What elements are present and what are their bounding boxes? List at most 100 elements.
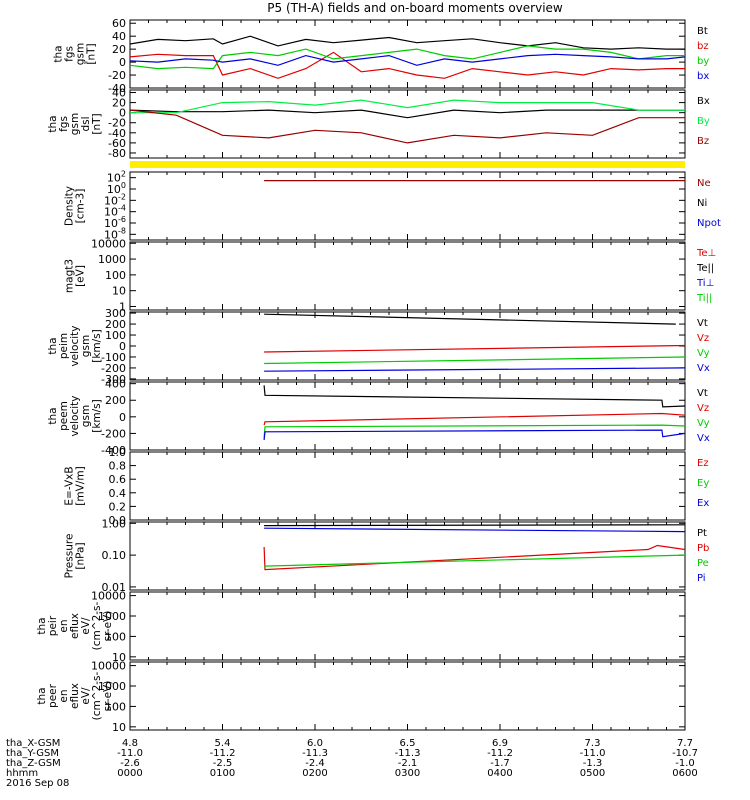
- ylabel-line: magt3: [64, 259, 76, 293]
- xaxis-value: -11.3: [395, 748, 421, 759]
- series-line-Vx: [264, 367, 685, 372]
- ytick-label: -200: [101, 362, 126, 375]
- ytick-label: 40: [112, 87, 126, 100]
- xaxis-value: 7.3: [585, 738, 601, 749]
- ylabel-line: (cm^2-s-: [91, 601, 103, 650]
- ytick-label: 100: [105, 269, 126, 282]
- ytick-label: -60: [108, 137, 126, 150]
- series-line-Pe: [264, 554, 685, 567]
- legend-Te⊥: Te⊥: [696, 248, 716, 259]
- xaxis-value: -11.0: [580, 748, 606, 759]
- xaxis-row-label: tha_X-GSM: [6, 738, 60, 749]
- panel-frame: [129, 89, 686, 159]
- series-line-Pt: [264, 524, 685, 527]
- ytick-label: 40: [112, 30, 126, 43]
- xaxis-value: 4.8: [122, 738, 138, 749]
- ytick-label: -40: [108, 82, 126, 95]
- ylabel-line: en: [58, 619, 70, 632]
- ytick-label: -400: [101, 444, 126, 457]
- ylabel-line: (cm^2-s-: [91, 671, 103, 720]
- ytick-label: 0.2: [109, 500, 127, 513]
- panel-6: 1.00.80.60.40.20.0 E=-VxB [mV/m] Ez Ey Ex: [64, 446, 710, 527]
- ylabel-line: peir: [47, 615, 59, 636]
- panel-5: 400 200 0 -200 -400 tha peem velocity gsm [km/s] V…: [47, 378, 710, 457]
- series-line-Vz: [264, 344, 685, 353]
- ytick-label: 200: [105, 318, 126, 331]
- ytick-label: 0.0: [109, 514, 127, 527]
- ytick-label: 1000: [98, 253, 126, 266]
- ytick-label: 10000: [91, 660, 126, 673]
- xaxis-value: 0300: [395, 768, 420, 779]
- legend-Bz: Bz: [697, 136, 709, 147]
- ytick-label: 0: [119, 56, 126, 69]
- xaxis-row-label: tha_Z-GSM: [6, 758, 61, 769]
- panel-frame: [129, 241, 686, 311]
- ylabel-line: eflux: [69, 683, 81, 709]
- ylabel-line: [km/s]: [91, 329, 103, 363]
- ytick-label: 10000: [91, 237, 126, 250]
- ylabel-line: sr-eV): [102, 681, 114, 712]
- panel-frame: [129, 19, 686, 89]
- ytick-label: 1.00: [102, 517, 127, 530]
- ytick-label: 0: [119, 340, 126, 353]
- legend-Pb: Pb: [697, 543, 709, 554]
- legend-Pe: Pe: [697, 558, 709, 569]
- ylabel-line: tha: [47, 115, 59, 132]
- ylabel-line: tha: [47, 407, 59, 424]
- legend-Ez: Ez: [697, 458, 709, 469]
- ylabel-line: tha: [47, 337, 59, 354]
- status-bar: [130, 161, 685, 168]
- ytick-label: 20: [112, 43, 126, 56]
- legend-Bt: Bt: [697, 26, 708, 37]
- legend-Ne: Ne: [697, 178, 711, 189]
- xaxis-value: -11.2: [487, 748, 513, 759]
- ylabel-line: peer: [47, 683, 59, 708]
- series-line-Vz: [263, 412, 685, 426]
- ylabel-line: sr-eV): [102, 611, 114, 642]
- ylabel-line: gsm: [75, 43, 87, 65]
- panel-7: 1.00 0.10 0.01 Pressure [nPa] Pt Pb Pe Pi: [64, 517, 710, 594]
- legend-Ti⊥: Ti⊥: [696, 278, 714, 289]
- series-line-bz: [130, 51, 685, 79]
- ytick-label: -100: [101, 351, 126, 364]
- xaxis-value: 0500: [580, 768, 605, 779]
- x-axis: tha_X-GSM 4.8 5.4 6.0 6.5 6.9 7.3 7.7 tha_Y-GSM -…: [6, 738, 698, 789]
- ytick-label: -80: [108, 147, 126, 160]
- figure-title: P5 (TH-A) fields and on-board moments ov…: [267, 1, 563, 15]
- panel-8: 10000 1000 100 10 tha peir en eflux eV/(cm^2-s-s…: [36, 590, 686, 664]
- xaxis-value: 0200: [302, 768, 327, 779]
- xaxis-value: -1.3: [583, 758, 603, 769]
- series-line-Bx: [130, 109, 685, 119]
- legend-Vy: Vy: [697, 418, 710, 429]
- legend-bz: bz: [697, 41, 709, 52]
- ylabel-line: [km/s]: [91, 399, 103, 433]
- ytick-label: -200: [101, 427, 126, 440]
- legend-bx: bx: [697, 71, 709, 82]
- xaxis-value: -2.5: [213, 758, 233, 769]
- legend-Te||: Te||: [696, 263, 714, 274]
- xaxis-value: -1.0: [675, 758, 695, 769]
- ylabel-line: tha: [53, 45, 65, 62]
- series-line-Vt: [264, 313, 676, 325]
- legend-Vz: Vz: [697, 403, 709, 414]
- legend-by: by: [697, 56, 709, 67]
- xaxis-value: -2.4: [305, 758, 325, 769]
- ytick-label: 1000: [98, 680, 126, 693]
- xaxis-row-label: tha_Y-GSM: [6, 748, 59, 759]
- legend-Vt: Vt: [697, 318, 708, 329]
- xaxis-value: 5.4: [215, 738, 231, 749]
- ylabel-line: [nT]: [86, 43, 98, 64]
- legend-Ni: Ni: [697, 198, 707, 209]
- ytick-label: -20: [108, 69, 126, 82]
- ylabel-line: tha: [36, 617, 48, 634]
- legend-Vy: Vy: [697, 348, 710, 359]
- legend-Ex: Ex: [697, 498, 709, 509]
- ytick-label: -300: [101, 373, 126, 386]
- panel-frame: [129, 661, 686, 731]
- ylabel-line: [eV]: [75, 265, 87, 287]
- ylabel-line: peim: [58, 333, 70, 359]
- xaxis-value: 0100: [210, 768, 235, 779]
- legend-Vt: Vt: [697, 388, 708, 399]
